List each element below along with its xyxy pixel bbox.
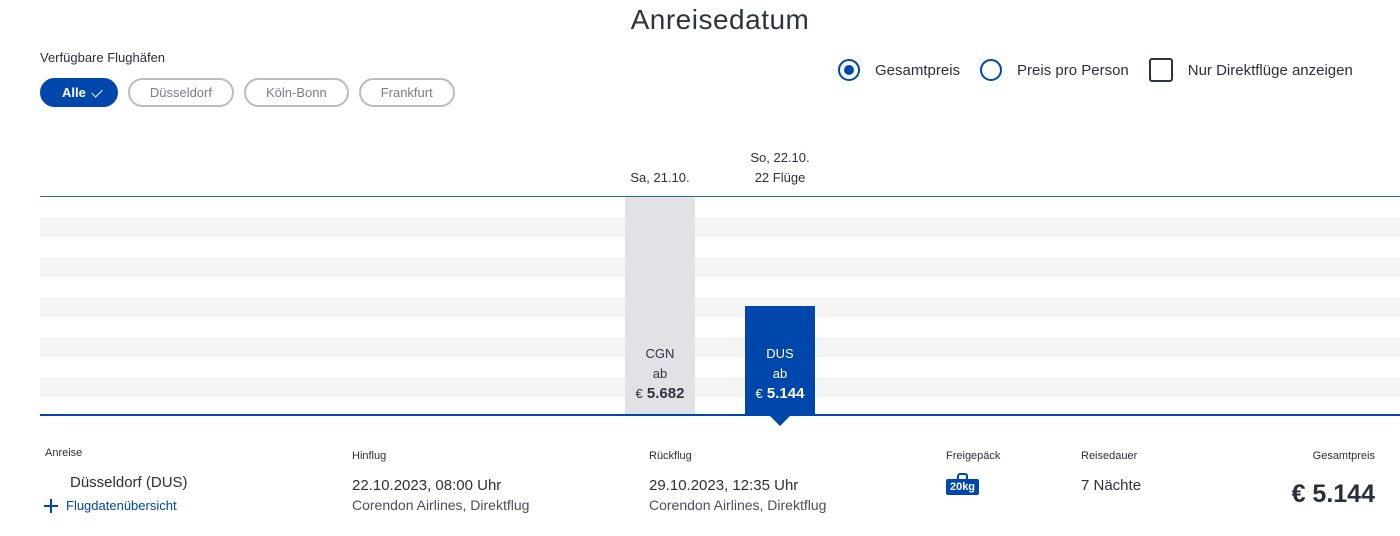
chip-duesseldorf[interactable]: Düsseldorf bbox=[127, 78, 234, 107]
price-options: Gesamtpreis Preis pro Person Nur Direktf… bbox=[838, 58, 1353, 82]
checkbox-direct-only[interactable] bbox=[1148, 58, 1173, 82]
chip-all[interactable]: Alle bbox=[40, 78, 118, 107]
duration-label: Reisedauer bbox=[1081, 450, 1138, 462]
baggage-label: Freigepäck bbox=[946, 450, 1001, 462]
radio-price-per-person[interactable] bbox=[980, 59, 1003, 81]
total-price: € 5.144 bbox=[1291, 480, 1375, 508]
selected-pointer-icon bbox=[770, 416, 790, 426]
outbound-datetime: 22.10.2023, 08:00 Uhr bbox=[352, 477, 502, 494]
total-label: Gesamtpreis bbox=[1312, 450, 1375, 462]
date-label-sa-21-10: Sa, 21.10. bbox=[630, 170, 690, 185]
arrival-airport: Düsseldorf (DUS) bbox=[70, 474, 188, 491]
chart-top-rule bbox=[40, 196, 1400, 197]
flight-data-overview-label: Flugdatenübersicht bbox=[66, 498, 177, 513]
currency-symbol: € bbox=[755, 386, 763, 401]
bar-sa-21-10[interactable] bbox=[625, 197, 695, 414]
bar-price-cgn: € 5.682 bbox=[625, 384, 695, 404]
price-value: 5.144 bbox=[766, 385, 805, 402]
check-icon bbox=[92, 88, 104, 98]
return-label: Rückflug bbox=[649, 450, 692, 462]
bar-airport-cgn: CGN bbox=[645, 346, 675, 361]
option-total-price-label: Gesamtpreis bbox=[875, 61, 961, 79]
chart-stripe bbox=[40, 337, 1400, 357]
option-price-per-person-label: Preis pro Person bbox=[1017, 61, 1129, 79]
bar-from-cgn: ab bbox=[652, 366, 668, 381]
baggage-value: 20kg bbox=[946, 479, 979, 495]
suitcase-icon: 20kg bbox=[946, 473, 979, 495]
page-title: Anreisedatum bbox=[630, 4, 810, 35]
plus-icon bbox=[44, 498, 58, 513]
bar-from-dus: ab bbox=[772, 366, 788, 381]
chip-frankfurt[interactable]: Frankfurt bbox=[358, 78, 455, 107]
chip-all-label: Alle bbox=[62, 85, 86, 100]
radio-total-price[interactable] bbox=[838, 59, 860, 81]
chip-frankfurt-label: Frankfurt bbox=[380, 85, 433, 100]
flight-data-overview-link[interactable]: Flugdatenübersicht bbox=[44, 498, 177, 513]
option-direct-only-label: Nur Direktflüge anzeigen bbox=[1187, 61, 1353, 79]
currency-symbol: € bbox=[635, 386, 643, 401]
date-price-chart: Sa, 21.10. CGN ab € 5.682 So, 22.10. 22 … bbox=[40, 140, 1400, 426]
outbound-carrier: Corendon Airlines, Direktflug bbox=[352, 497, 530, 513]
return-datetime: 29.10.2023, 12:35 Uhr bbox=[649, 477, 799, 494]
price-value: 5.682 bbox=[646, 385, 685, 402]
flight-details: Anreise Düsseldorf (DUS) Flugdatenübersi… bbox=[0, 440, 1400, 536]
chart-bottom-rule bbox=[40, 414, 1400, 416]
option-direct-only[interactable]: Nur Direktflüge anzeigen bbox=[1148, 58, 1353, 82]
outbound-label: Hinflug bbox=[352, 450, 387, 462]
chart-stripe bbox=[40, 377, 1400, 397]
bar-airport-dus: DUS bbox=[766, 346, 794, 361]
bar-so-22-10[interactable] bbox=[745, 306, 815, 414]
airport-filter-chips: Alle Düsseldorf Köln-Bonn Frankfurt bbox=[40, 78, 455, 107]
chip-koeln-bonn[interactable]: Köln-Bonn bbox=[243, 78, 349, 107]
chart-stripe bbox=[40, 217, 1400, 237]
return-carrier: Corendon Airlines, Direktflug bbox=[649, 497, 827, 513]
date-label-so-22-10: So, 22.10. bbox=[750, 150, 810, 165]
airports-label: Verfügbare Flughäfen bbox=[40, 50, 166, 65]
chart-stripe bbox=[40, 257, 1400, 277]
duration-value: 7 Nächte bbox=[1081, 477, 1142, 494]
option-total-price[interactable]: Gesamtpreis bbox=[838, 59, 960, 81]
flights-count-so-22-10: 22 Flüge bbox=[754, 170, 806, 185]
suitcase-handle bbox=[957, 473, 968, 481]
option-price-per-person[interactable]: Preis pro Person bbox=[980, 59, 1129, 81]
chip-koeln-bonn-label: Köln-Bonn bbox=[265, 85, 327, 100]
arrival-label: Anreise bbox=[45, 447, 83, 459]
chip-duesseldorf-label: Düsseldorf bbox=[149, 85, 212, 100]
bar-price-dus: € 5.144 bbox=[745, 384, 815, 404]
chart-stripe bbox=[40, 297, 1400, 317]
